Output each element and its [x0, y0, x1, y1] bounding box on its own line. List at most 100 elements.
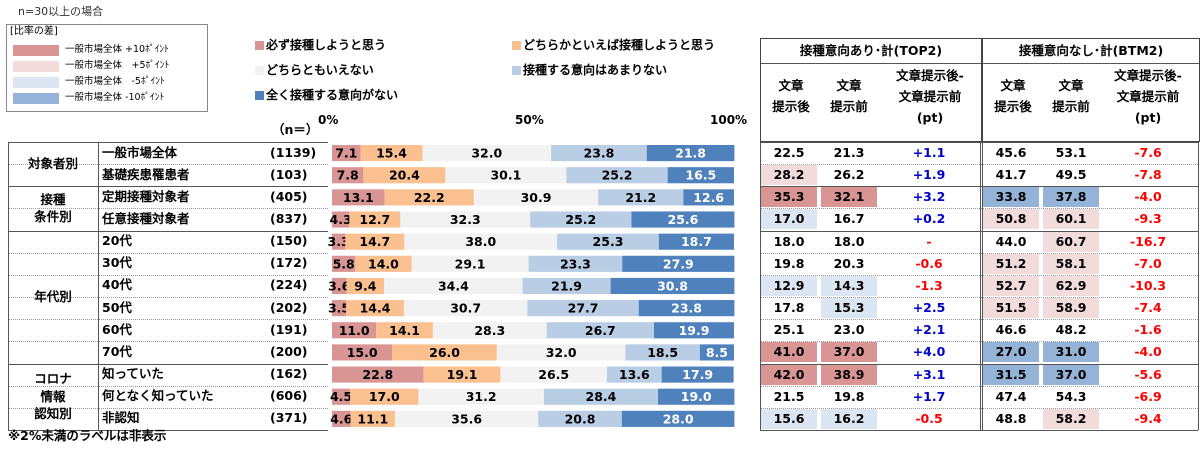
table-column-divider	[982, 142, 983, 430]
bar-1-series-0	[332, 167, 364, 184]
legend-label-series-2: どちらともいえない	[266, 63, 374, 77]
bar-8-series-4	[654, 322, 734, 339]
btm2-before-cell: 37.8	[1043, 187, 1099, 207]
table-column-divider	[760, 142, 761, 430]
legend-swatch-series-2	[255, 66, 264, 75]
bar-label-9-series-4: 8.5	[706, 345, 728, 360]
bar-label-2-series-0: 13.1	[343, 190, 374, 205]
bar-7-series-2	[403, 300, 528, 317]
bar-label-10-series-4: 17.9	[682, 367, 713, 382]
top2-diff-cell: +3.1	[912, 367, 946, 382]
btm2-before-cell: 58.1	[1043, 254, 1099, 274]
diff-legend: [比率の差] 一般市場全体 +10ﾎﾟｲﾝﾄ 一般市場全体 +5ﾎﾟｲﾝﾄ 一般…	[6, 24, 208, 112]
btm2-title: 接種意向なし･計(BTM2)	[1018, 43, 1164, 58]
btm2-col-after: 文章 提示後	[994, 78, 1032, 114]
top2-after-cell: 42.0	[761, 365, 817, 385]
label-row-divider	[98, 231, 328, 232]
group-row-divider	[8, 164, 98, 165]
legend-label-neg10: 一般市場全体 -10ﾎﾟｲﾝﾄ	[65, 92, 165, 103]
btm2-diff-cell: -5.6	[1134, 367, 1162, 382]
row-label: 40代	[102, 277, 132, 292]
bar-6-series-1	[346, 277, 385, 295]
row-label: 50代	[102, 300, 132, 315]
legend-swatch-pos10	[13, 45, 59, 56]
table-row-divider	[760, 430, 1198, 431]
top2-before-cell: 21.3	[833, 145, 865, 160]
bar-label-2-series-4: 12.6	[693, 190, 724, 205]
bar-10-series-2	[500, 366, 607, 383]
bar-label-10-series-3: 13.6	[619, 367, 650, 382]
table-column-divider	[1198, 142, 1199, 430]
top2-after-cell: 15.6	[761, 409, 817, 429]
bar-label-5-series-0: 5.8	[333, 256, 355, 271]
legend-label-series-3: 接種する意向はあまりない	[523, 63, 668, 77]
top2-diff-cell: -0.6	[915, 256, 943, 271]
bar-label-0-series-4: 21.8	[675, 146, 706, 161]
table-row-divider	[760, 164, 1198, 165]
group-column-divider	[98, 142, 99, 430]
table-column-divider	[980, 142, 981, 430]
top2-col-before: 文章 提示前	[830, 78, 868, 114]
bar-label-3-series-0: 4.3	[330, 212, 352, 227]
top2-after-cell: 21.5	[773, 389, 805, 404]
top2-after-cell: 12.9	[761, 276, 817, 296]
btm2-after-cell: 27.0	[983, 342, 1039, 362]
bar-2-series-3	[598, 189, 684, 206]
legend-label-pos10: 一般市場全体 +10ﾎﾟｲﾝﾄ	[65, 44, 169, 55]
table-row-divider	[760, 319, 1198, 320]
table-row-divider	[760, 364, 1198, 365]
row-n: (405)	[270, 189, 308, 204]
group-label-1: 接種 条件別	[34, 191, 72, 225]
btm2-after-cell: 52.7	[983, 276, 1039, 296]
bar-10-series-4	[661, 366, 734, 383]
table-row-divider	[760, 231, 1198, 232]
x-tick-50: 50%	[515, 113, 544, 127]
bar-label-3-series-1: 12.7	[359, 212, 390, 227]
top2-diff-cell: +0.2	[912, 211, 946, 226]
group-row-divider	[8, 408, 98, 409]
top2-diff-cell: +3.2	[912, 189, 946, 204]
bar-label-7-series-0: 3.5	[328, 301, 350, 316]
bar-4-series-1	[345, 233, 405, 250]
btm2-after-cell: 41.7	[995, 167, 1027, 182]
row-label: 何となく知っていた	[102, 388, 214, 403]
top2-diff-cell: -1.3	[915, 278, 943, 293]
top2-before-cell: 32.1	[821, 187, 877, 207]
btm2-diff-cell: -4.0	[1134, 344, 1162, 359]
btm2-after-cell: 31.5	[983, 365, 1039, 385]
note-sample-size: n=30以上の場合	[18, 5, 104, 18]
bar-1-series-2	[445, 167, 567, 184]
bar-label-10-series-0: 22.8	[362, 367, 393, 382]
row-label: 知っていた	[102, 366, 164, 381]
x-tick-0: 0%	[318, 113, 339, 127]
bar-label-4-series-0: 3.3	[328, 234, 350, 249]
bar-label-1-series-2: 30.1	[490, 168, 521, 183]
bar-label-11-series-2: 31.2	[466, 389, 497, 404]
bar-2-series-0	[332, 189, 385, 206]
bar-11-series-3	[543, 388, 659, 405]
btm2-diff-cell: -16.7	[1129, 234, 1167, 249]
top2-diff-cell: +1.7	[912, 389, 946, 404]
top2-diff-cell: -	[926, 234, 932, 249]
label-row-divider	[98, 208, 328, 209]
btm2-before-cell: 62.9	[1043, 276, 1099, 296]
btm2-diff-cell: -10.3	[1129, 278, 1167, 293]
table-row-divider	[760, 253, 1198, 254]
row-n: (1139)	[270, 145, 317, 160]
bar-2-series-1	[384, 189, 474, 206]
top2-before-cell: 38.9	[821, 365, 877, 385]
n-header: （n＝）	[272, 122, 319, 137]
group-row-divider	[8, 186, 98, 187]
btm2-before-cell: 54.3	[1055, 389, 1087, 404]
bar-label-6-series-1: 9.4	[354, 278, 376, 293]
bar-label-2-series-2: 30.9	[521, 190, 552, 205]
legend-label-series-0: 必ず接種しようと思う	[266, 38, 387, 52]
legend-label-pos5: 一般市場全体 +5ﾎﾟｲﾝﾄ	[65, 60, 170, 71]
top2-title: 接種意向あり･計(TOP2)	[799, 43, 943, 58]
bar-4-series-0	[332, 233, 346, 250]
top2-before-cell: 19.8	[833, 389, 865, 404]
bar-5-series-2	[411, 255, 529, 272]
bar-10-series-3	[606, 366, 662, 383]
label-row-divider	[98, 386, 328, 387]
top2-header: 接種意向あり･計(TOP2) 文章 提示後 文章 提示前 文章提示後- 文章提示…	[760, 38, 982, 142]
